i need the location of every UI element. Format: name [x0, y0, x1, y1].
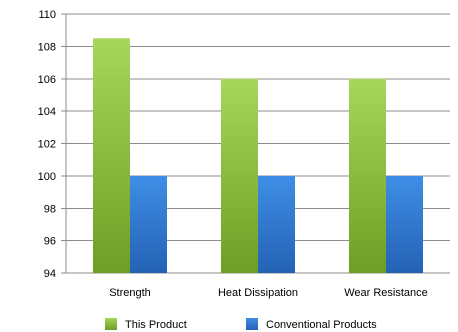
legend-swatch — [105, 318, 117, 330]
legend-label: This Product — [125, 319, 187, 331]
y-tick-labels: 94 96 98 100 102 104 106 108 110 — [38, 9, 56, 280]
y-tick-label: 100 — [38, 171, 56, 183]
y-tick-label: 98 — [44, 203, 56, 215]
x-category-labels: Strength Heat Dissipation Wear Resistance — [109, 287, 428, 299]
y-tick-label: 110 — [38, 9, 56, 21]
x-category-label: Wear Resistance — [344, 287, 428, 299]
legend: This Product Conventional Products — [105, 318, 377, 331]
bars — [93, 38, 423, 273]
y-tick-label: 106 — [38, 74, 56, 86]
x-category-label: Heat Dissipation — [218, 287, 298, 299]
bar-conventional-products-heat-dissipation — [258, 175, 295, 273]
bar-this-product-wear-resistance — [349, 78, 386, 273]
y-tick-label: 96 — [44, 236, 56, 248]
bar-this-product-heat-dissipation — [221, 78, 258, 273]
bar-conventional-products-strength — [130, 175, 167, 273]
y-tick-label: 94 — [44, 268, 56, 280]
y-tick-label: 102 — [38, 139, 56, 151]
legend-label: Conventional Products — [266, 319, 377, 331]
x-category-label: Strength — [109, 287, 151, 299]
bar-this-product-strength — [93, 38, 130, 273]
bar-conventional-products-wear-resistance — [386, 175, 423, 273]
y-tick-label: 108 — [38, 41, 56, 53]
y-tick-label: 104 — [38, 106, 56, 118]
axes — [61, 13, 67, 274]
legend-swatch — [246, 318, 258, 330]
